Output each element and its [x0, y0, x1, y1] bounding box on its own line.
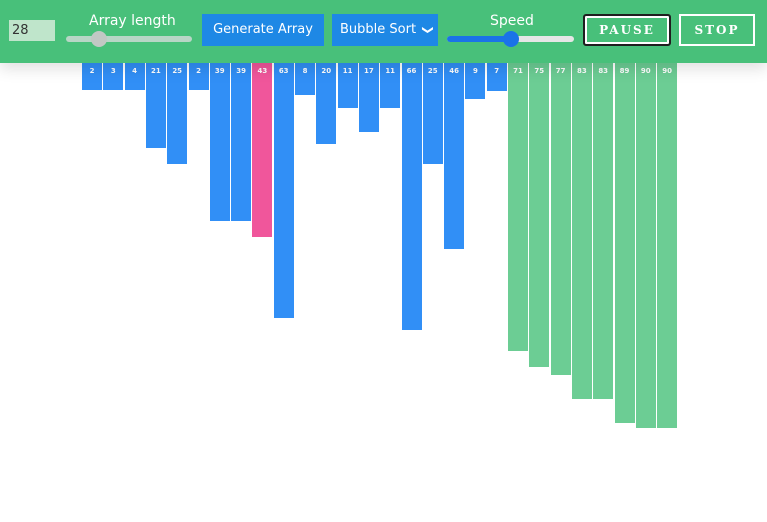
array-bar-unsorted — [465, 63, 486, 100]
array-bar-comparing — [252, 63, 273, 238]
array-bar-unsorted — [295, 63, 315, 96]
array-bar-sorted — [571, 63, 592, 400]
array-bar-unsorted — [124, 63, 145, 90]
array-bar-value: 39 — [236, 67, 246, 75]
array-bar-value: 21 — [151, 67, 161, 75]
array-bar-value: 63 — [278, 67, 289, 75]
array-bar-value: 25 — [427, 67, 438, 75]
array-bar-value: 39 — [214, 67, 225, 75]
array-bar-value: 75 — [534, 67, 545, 75]
array-bar-value: 17 — [364, 67, 374, 75]
array-bar-unsorted — [209, 63, 230, 221]
stop-button[interactable]: STOP — [679, 14, 755, 46]
array-bar-unsorted — [231, 63, 252, 221]
array-bar-value: 11 — [342, 67, 353, 75]
array-bar-value: 83 — [598, 67, 609, 75]
array-bar-sorted — [529, 63, 550, 367]
array-bar-value: 3 — [110, 67, 116, 75]
array-bar-sorted — [657, 63, 678, 428]
chevron-down-icon: ❯ — [421, 25, 435, 35]
array-bar-value: 8 — [302, 67, 308, 75]
array-bar-unsorted — [486, 63, 507, 92]
array-bar-sorted — [508, 63, 528, 351]
array-bar-value: 7 — [494, 67, 500, 75]
array-bar-value: 20 — [321, 67, 332, 75]
pause-button[interactable]: PAUSE — [583, 14, 671, 46]
array-bar-value: 66 — [406, 67, 417, 75]
array-bar-unsorted — [401, 63, 422, 331]
speed-label: Speed — [490, 13, 534, 29]
array-bar-value: 11 — [385, 67, 396, 75]
array-bar-value: 89 — [619, 67, 630, 75]
array-bar-unsorted — [167, 63, 188, 165]
array-bar-value: 90 — [640, 67, 651, 75]
array-bar-unsorted — [380, 63, 401, 108]
array-bar-unsorted — [145, 63, 166, 149]
array-bar-unsorted — [337, 63, 358, 108]
array-bar-unsorted — [188, 63, 209, 90]
array-bar-value: 77 — [555, 67, 566, 75]
array-bar-sorted — [614, 63, 635, 424]
array-length-slider-thumb[interactable] — [90, 31, 107, 47]
array-bar-value: 71 — [513, 67, 523, 75]
generate-array-button[interactable]: Generate Array — [202, 14, 324, 46]
array-bar-value: 9 — [472, 67, 478, 75]
array-bar-value: 43 — [257, 67, 268, 75]
array-bar-unsorted — [82, 63, 102, 90]
array-bar-unsorted — [358, 63, 379, 132]
array-bar-sorted — [593, 63, 614, 400]
array-length-input[interactable]: 28 — [9, 20, 55, 41]
array-bar-value: 46 — [449, 67, 459, 75]
array-bar-unsorted — [316, 63, 337, 144]
array-bar-sorted — [550, 63, 571, 375]
array-bar-value: 25 — [172, 67, 183, 75]
algorithm-select-value: Bubble Sort — [340, 22, 417, 37]
array-bar-value: 83 — [577, 67, 587, 75]
array-bar-unsorted — [103, 63, 124, 90]
control-bar: 28 Array length Generate Array Bubble So… — [0, 0, 767, 63]
array-length-label: Array length — [89, 13, 176, 29]
array-bar-value: 4 — [132, 67, 138, 75]
array-bar-unsorted — [273, 63, 294, 319]
speed-slider-thumb[interactable] — [502, 31, 519, 47]
array-bar-unsorted — [422, 63, 443, 165]
array-bar-value: 2 — [196, 67, 201, 75]
array-bar-value: 90 — [662, 67, 672, 75]
speed-slider-fill — [447, 36, 511, 42]
array-bar-value: 2 — [89, 67, 95, 75]
array-length-slider[interactable] — [66, 36, 192, 42]
array-bar-sorted — [635, 63, 656, 428]
algorithm-select[interactable]: Bubble Sort ❯ — [332, 14, 438, 46]
array-bar-unsorted — [444, 63, 465, 250]
